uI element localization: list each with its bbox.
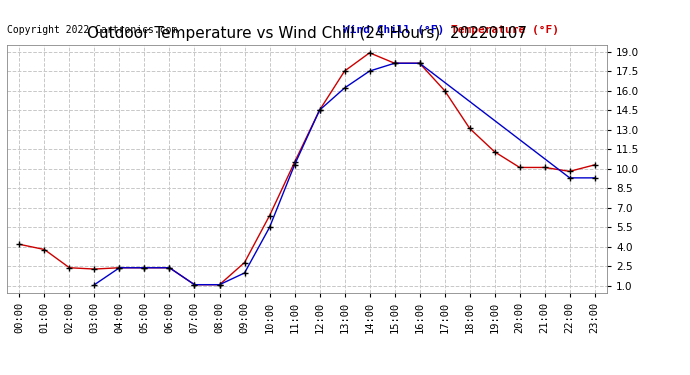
Text: Wind Chill (°F): Wind Chill (°F) bbox=[343, 25, 444, 35]
Title: Outdoor Temperature vs Wind Chill (24 Hours)  20220107: Outdoor Temperature vs Wind Chill (24 Ho… bbox=[87, 26, 527, 41]
Text: Temperature (°F): Temperature (°F) bbox=[451, 25, 559, 35]
Text: Copyright 2022 Cartronics.com: Copyright 2022 Cartronics.com bbox=[7, 25, 177, 35]
